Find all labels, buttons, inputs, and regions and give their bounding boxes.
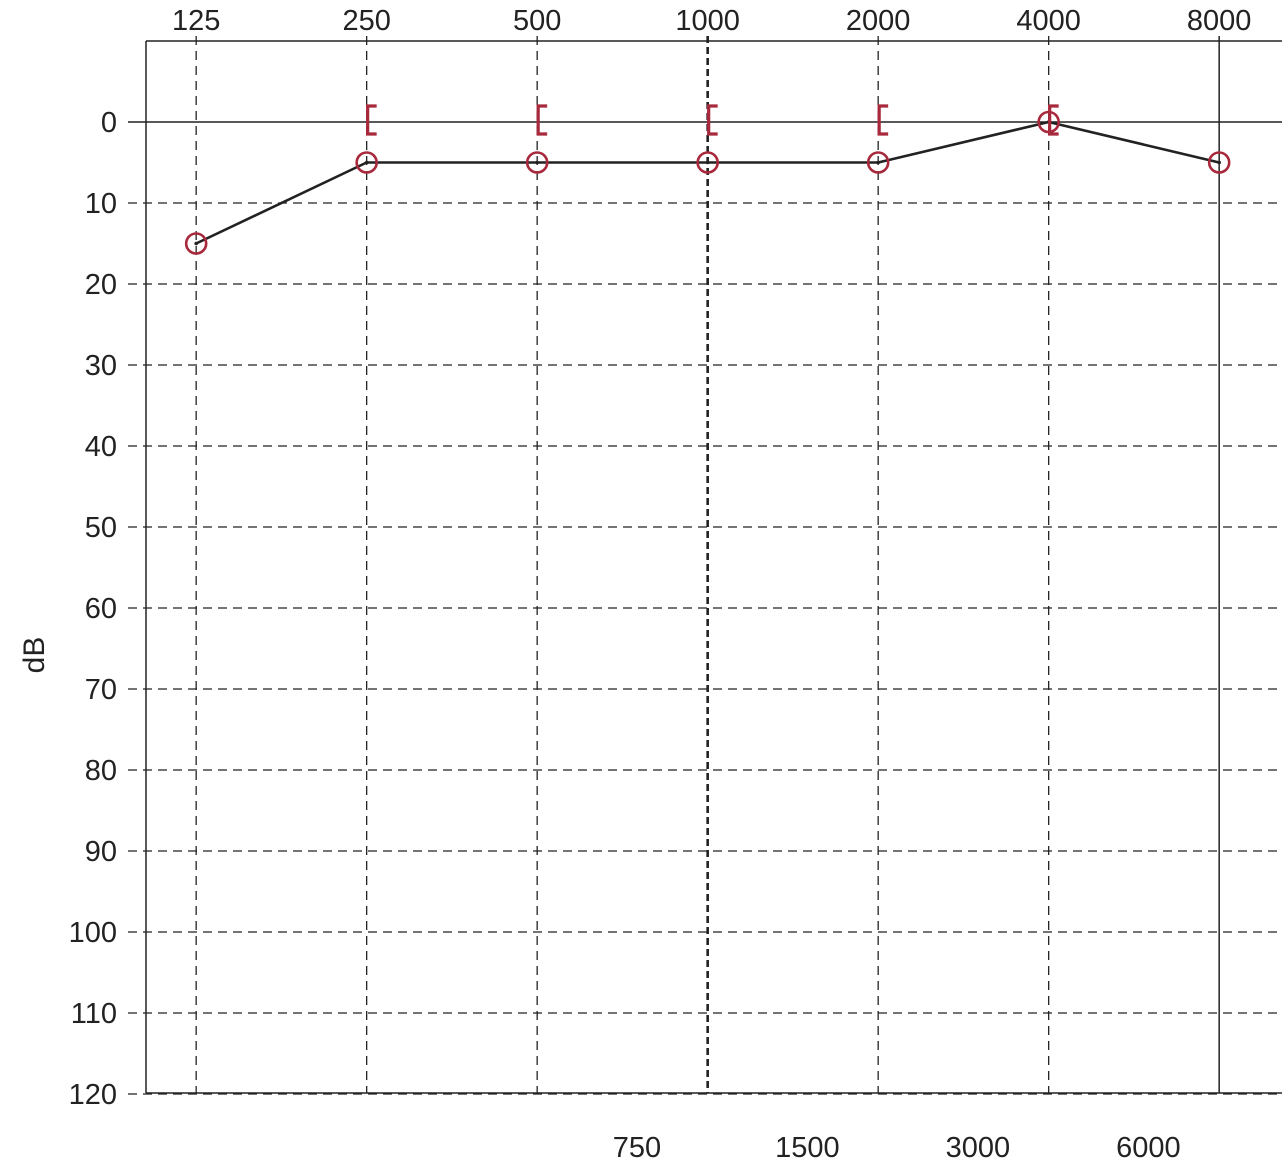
data-point-bracket xyxy=(536,104,548,136)
data-point-center xyxy=(194,241,198,246)
data-point-center xyxy=(1217,160,1221,165)
data-point-center xyxy=(876,160,880,165)
y-tick-label: 70 xyxy=(85,674,117,706)
top-tick-label: 500 xyxy=(513,5,561,37)
data-point-circle xyxy=(696,151,719,174)
top-tick-label: 4000 xyxy=(1016,5,1081,37)
data-point-center xyxy=(364,160,369,165)
y-tick-label: 120 xyxy=(69,1079,117,1111)
data-point-circle xyxy=(355,151,378,174)
y-tick-label: 10 xyxy=(85,188,117,220)
bottom-tick-label: 750 xyxy=(613,1132,661,1164)
y-tick-label: 60 xyxy=(85,593,117,625)
y-tick-label: 30 xyxy=(85,350,117,382)
y-tick-label: 110 xyxy=(71,998,117,1030)
bottom-tick-label: 6000 xyxy=(1116,1132,1181,1164)
data-point-bracket xyxy=(707,104,718,136)
top-tick-label: 125 xyxy=(172,5,220,37)
bottom-tick-label: 1500 xyxy=(775,1132,840,1164)
y-tick-label: 80 xyxy=(85,755,117,787)
y-tick-label: 50 xyxy=(85,512,117,544)
top-tick-label: 8000 xyxy=(1187,5,1252,37)
top-tick-label: 1000 xyxy=(675,5,740,37)
top-tick-label: 2000 xyxy=(846,5,911,37)
data-point-bracket xyxy=(877,104,889,136)
axes xyxy=(145,40,1282,1094)
y-tick-label: 0 xyxy=(101,107,117,139)
data-point-bracket xyxy=(1048,104,1059,136)
data-point-center xyxy=(705,160,710,165)
data-point-circle xyxy=(866,151,890,174)
data-point-circle xyxy=(1207,151,1231,174)
y-tick-label: 90 xyxy=(85,836,117,868)
y-tick-label: 40 xyxy=(85,431,117,463)
y-axis-label: dB xyxy=(18,637,51,674)
bottom-tick-label: 3000 xyxy=(946,1132,1011,1164)
data-point-bracket xyxy=(366,104,377,136)
series-layer xyxy=(184,104,1231,255)
grid xyxy=(128,36,1282,1095)
y-tick-label: 100 xyxy=(69,917,117,949)
data-point-circle xyxy=(525,151,549,174)
y-tick-label: 20 xyxy=(85,269,117,301)
data-point-center xyxy=(535,160,539,165)
data-point-circle xyxy=(184,232,208,255)
top-tick-label: 250 xyxy=(342,5,390,37)
